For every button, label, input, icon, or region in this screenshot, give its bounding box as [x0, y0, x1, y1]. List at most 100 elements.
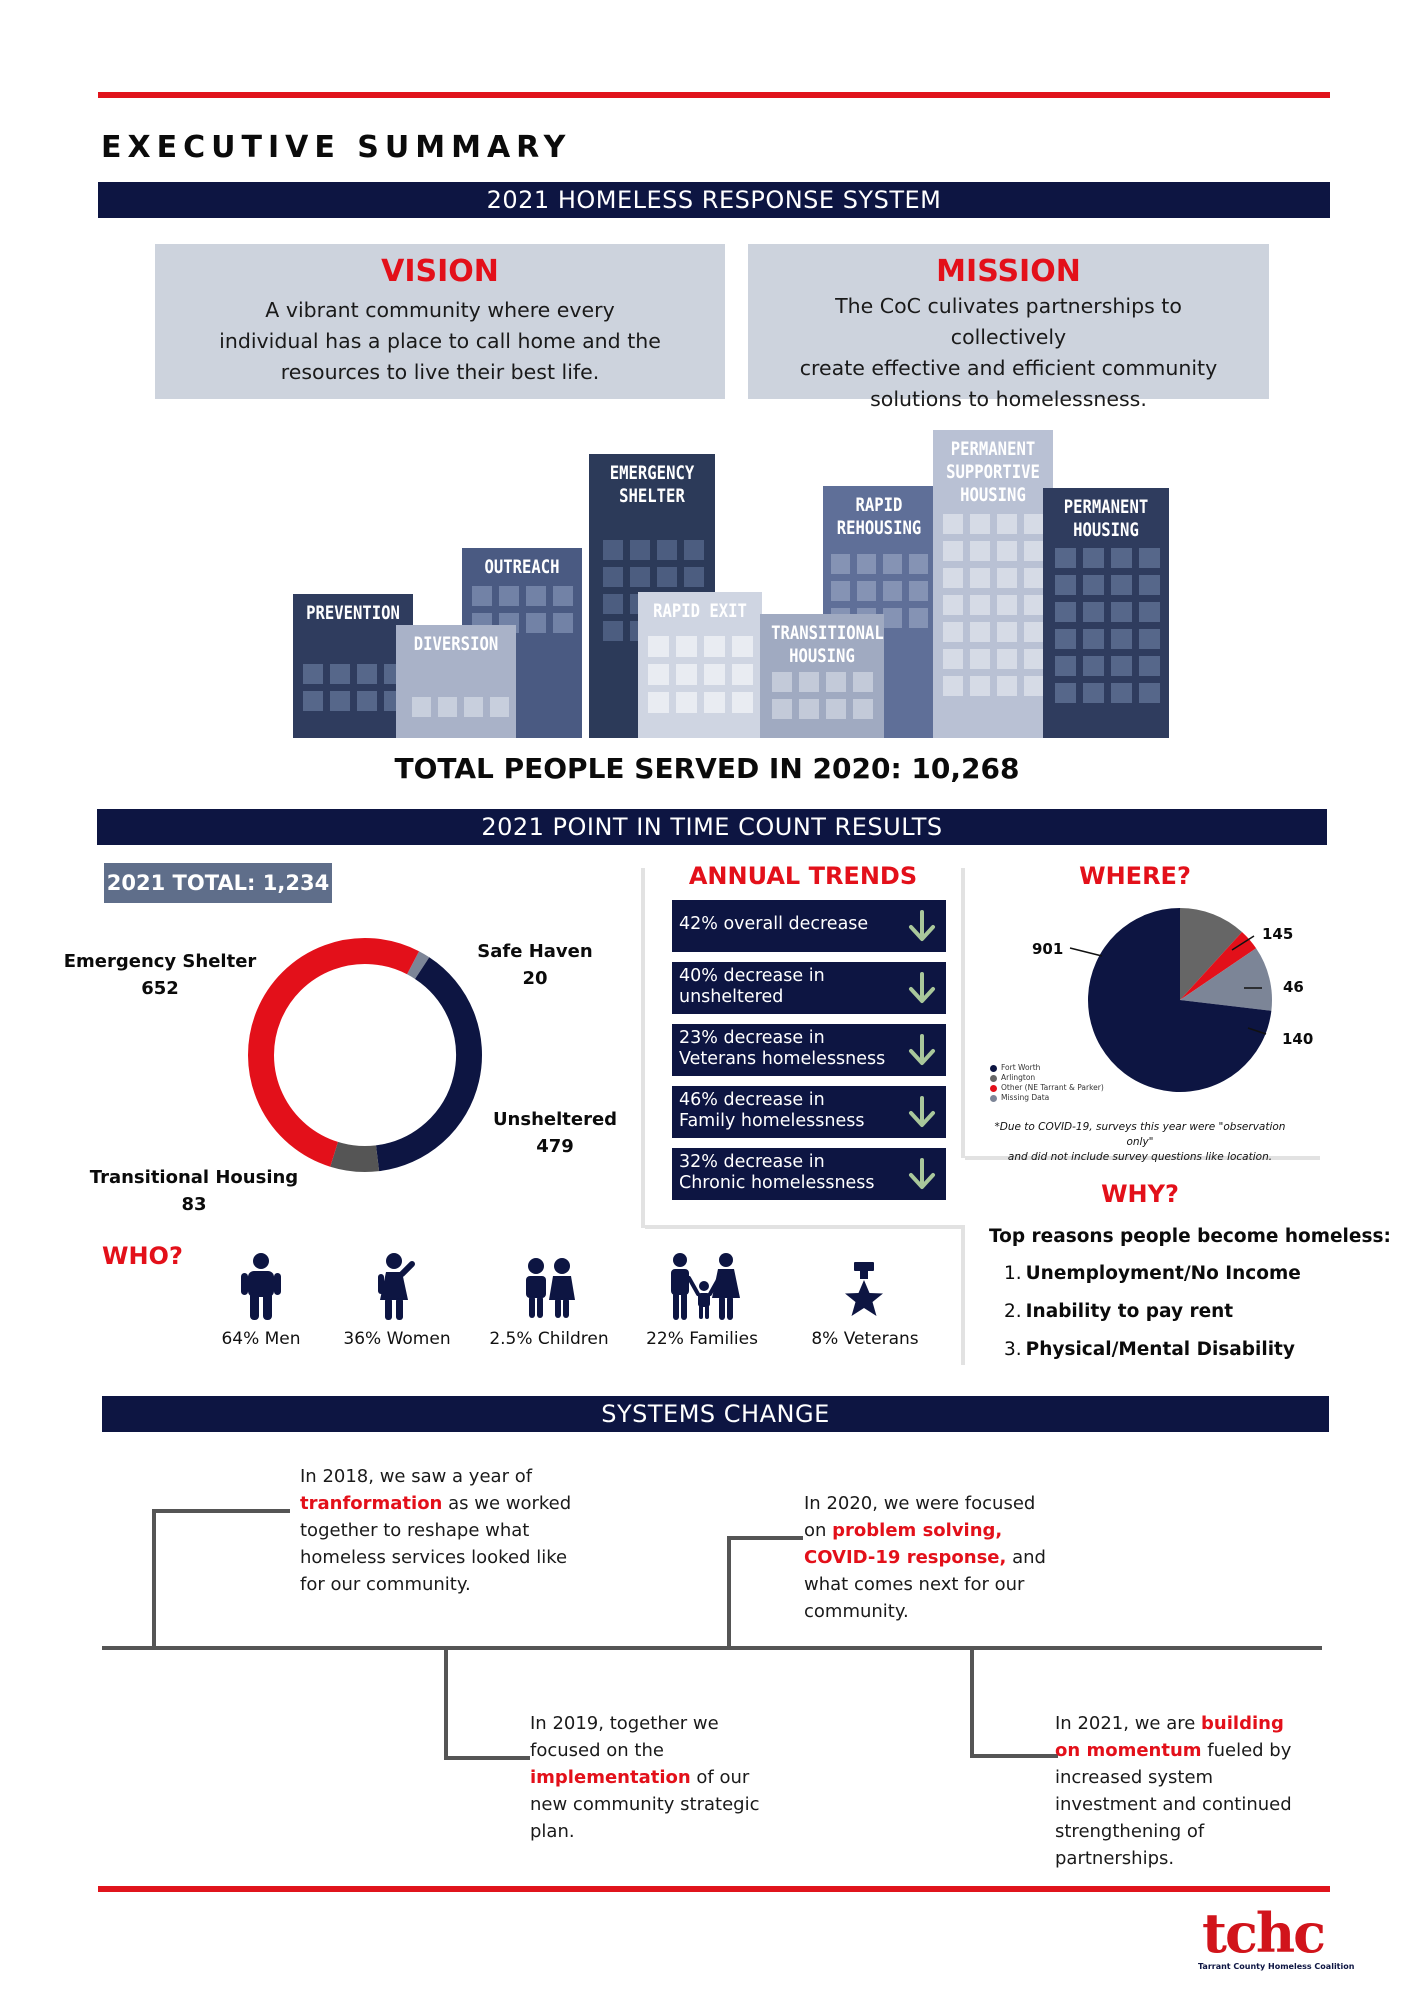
donut-label-name: Unsheltered: [492, 1109, 618, 1130]
trend-item: 42% overall decrease: [672, 900, 946, 952]
pie-leader-line: [1231, 935, 1255, 951]
pie-value-label: 901: [1032, 940, 1064, 958]
family-icon: [671, 1253, 740, 1320]
systems-change-bar: SYSTEMS CHANGE: [102, 1396, 1329, 1432]
trends-title: ANNUAL TRENDS: [688, 862, 918, 890]
down-arrow-icon: [909, 972, 935, 1003]
timeline-2020-text: In 2020, we were focused on problem solv…: [804, 1493, 1046, 1622]
trend-text: 46% decrease in Family homelessness: [679, 1090, 865, 1131]
pie-slice-missing-data: [1180, 948, 1272, 1011]
vision-box: VISION A vibrant community where every i…: [155, 244, 725, 399]
building-rapid-exit: RAPID EXIT: [638, 592, 762, 738]
pie-value-label: 145: [1262, 925, 1294, 943]
mission-line: The CoC culivates partnerships to collec…: [835, 294, 1182, 349]
pie-slice-fort-worth: [1088, 908, 1272, 1092]
building-label: PERMANENT HOUSING: [1063, 496, 1149, 541]
trend-text: 23% decrease in Veterans homelessness: [679, 1028, 886, 1069]
donut-label-value: 83: [181, 1194, 207, 1215]
why-item: 1. Unemployment/No Income: [1004, 1263, 1301, 1284]
building-label: TRANSITIONAL HOUSING: [771, 622, 884, 667]
mission-text: The CoC culivates partnerships to collec…: [748, 289, 1269, 415]
pit-bar: 2021 POINT IN TIME COUNT RESULTS: [97, 809, 1327, 845]
who-label: 8% Veterans: [811, 1329, 919, 1349]
pit-title: 2021 POINT IN TIME COUNT RESULTS: [481, 813, 943, 841]
building-permanent-housing: PERMANENT HOUSING: [1043, 488, 1169, 738]
trend-text: 42% overall decrease: [679, 914, 869, 934]
why-title: WHY?: [1101, 1180, 1179, 1208]
who-label: 36% Women: [343, 1329, 451, 1349]
divider: [965, 1156, 1320, 1160]
response-system-bar: 2021 HOMELESS RESPONSE SYSTEM: [98, 182, 1330, 218]
mission-line: solutions to homelessness.: [870, 387, 1147, 411]
timeline-2021-text: In 2021, we are building on momentum fue…: [1055, 1713, 1292, 1869]
timeline-connector: [152, 1509, 290, 1513]
donut-label-name: Safe Haven: [477, 941, 593, 962]
pie-slice-other-ne-tarrant-parker-: [1180, 932, 1257, 1000]
mission-box: MISSION The CoC culivates partnerships t…: [748, 244, 1269, 411]
pit-donut-chart: [248, 938, 482, 1172]
trend-item: 46% decrease in Family homelessness: [672, 1086, 946, 1138]
tchc-logo: tchc Tarrant County Homeless Coalition: [1198, 1901, 1355, 1971]
building-diversion: DIVERSION: [396, 625, 516, 738]
donut-label-transitional-housing: Transitional Housing 83: [84, 1164, 304, 1218]
timeline-2019-text: In 2019, together we focused on the impl…: [530, 1713, 760, 1842]
pie-value-label: 46: [1283, 978, 1304, 996]
legend-item: Fort Worth: [990, 1063, 1104, 1073]
donut-slice-transitional-housing: [330, 1141, 380, 1172]
building-transitional-housing: TRANSITIONAL HOUSING: [760, 614, 884, 738]
why-item: 2. Inability to pay rent: [1004, 1301, 1234, 1322]
down-arrow-icon: [909, 910, 935, 941]
pit-total-badge: 2021 TOTAL: 1,234: [104, 863, 332, 903]
why-subtitle: Top reasons people become homeless:: [989, 1226, 1391, 1247]
pie-leader-line: [1069, 947, 1103, 957]
timeline-connector: [727, 1536, 803, 1540]
timeline-connector: [444, 1648, 448, 1760]
timeline-axis: [102, 1646, 1322, 1650]
building-label: DIVERSION: [413, 633, 499, 655]
vision-title: VISION: [381, 254, 499, 289]
donut-label-name: Emergency Shelter: [63, 951, 257, 972]
vision-line: resources to live their best life.: [280, 360, 600, 384]
donut-label-safe-haven: Safe Haven 20: [460, 938, 610, 992]
donut-label-emergency-shelter: Emergency Shelter 652: [60, 948, 260, 1002]
pie-legend: Fort Worth Arlington Other (NE Tarrant &…: [990, 1063, 1104, 1103]
why-item: 3. Physical/Mental Disability: [1004, 1339, 1295, 1360]
timeline-connector: [970, 1754, 1058, 1758]
page-title: EXECUTIVE SUMMARY: [101, 130, 572, 165]
legend-item: Missing Data: [990, 1093, 1104, 1103]
donut-label-value: 20: [522, 968, 548, 989]
timeline-connector: [970, 1648, 974, 1758]
building-label: PERMANENT SUPPORTIVE HOUSING: [946, 438, 1040, 506]
who-label: 22% Families: [646, 1329, 758, 1349]
donut-label-unsheltered: Unsheltered 479: [480, 1106, 630, 1160]
building-label: EMERGENCY SHELTER: [609, 462, 695, 507]
vision-text: A vibrant community where every individu…: [155, 289, 725, 388]
logo-name: Tarrant County Homeless Coalition: [1198, 1962, 1355, 1971]
systems-change-title: SYSTEMS CHANGE: [601, 1400, 830, 1428]
logo-mark: tchc: [1202, 1901, 1326, 1965]
children-icon: [526, 1258, 575, 1318]
pie-value-label: 140: [1282, 1030, 1314, 1048]
pie-slice-arlington: [1180, 908, 1243, 1000]
donut-slice-unsheltered: [375, 957, 482, 1172]
man-icon: [241, 1253, 281, 1320]
trend-item: 32% decrease in Chronic homelessness: [672, 1148, 946, 1200]
where-pie-chart: [1069, 908, 1272, 1092]
vision-line: individual has a place to call home and …: [219, 329, 661, 353]
down-arrow-icon: [909, 1034, 935, 1065]
divider: [961, 1225, 965, 1365]
timeline-connector: [152, 1509, 156, 1648]
response-system-title: 2021 HOMELESS RESPONSE SYSTEM: [486, 186, 942, 214]
who-label: 64% Men: [221, 1329, 301, 1349]
timeline-2018-text: In 2018, we saw a year of tranformation …: [300, 1466, 572, 1595]
woman-icon: [378, 1253, 415, 1320]
trend-text: 40% decrease in unsheltered: [679, 966, 825, 1007]
top-rule: [98, 92, 1330, 98]
pie-leader-line: [1247, 1027, 1267, 1035]
donut-slice-emergency-shelter: [248, 938, 420, 1167]
who-label: 2.5% Children: [489, 1329, 609, 1349]
timeline-connector: [727, 1536, 731, 1648]
veteran-medal-icon: [845, 1262, 883, 1316]
donut-label-value: 652: [141, 978, 179, 999]
building-permanent-supportive-housing: PERMANENT SUPPORTIVE HOUSING: [933, 430, 1053, 738]
